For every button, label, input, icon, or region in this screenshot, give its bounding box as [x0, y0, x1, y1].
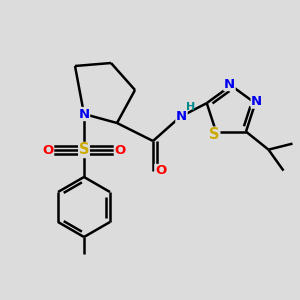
Text: O: O — [42, 143, 54, 157]
Text: N: N — [78, 107, 90, 121]
Text: N: N — [251, 95, 262, 108]
Text: H: H — [186, 101, 195, 112]
Text: N: N — [224, 77, 235, 91]
Text: S: S — [79, 142, 89, 158]
Text: O: O — [114, 143, 126, 157]
Text: O: O — [155, 164, 166, 178]
Text: S: S — [209, 127, 220, 142]
Text: N: N — [176, 110, 187, 124]
